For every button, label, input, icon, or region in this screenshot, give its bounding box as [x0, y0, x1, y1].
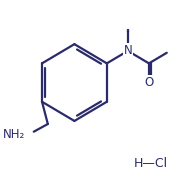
- Text: O: O: [144, 76, 153, 89]
- Text: NH₂: NH₂: [3, 128, 25, 141]
- Text: N: N: [123, 44, 132, 57]
- Text: H—Cl: H—Cl: [134, 157, 168, 170]
